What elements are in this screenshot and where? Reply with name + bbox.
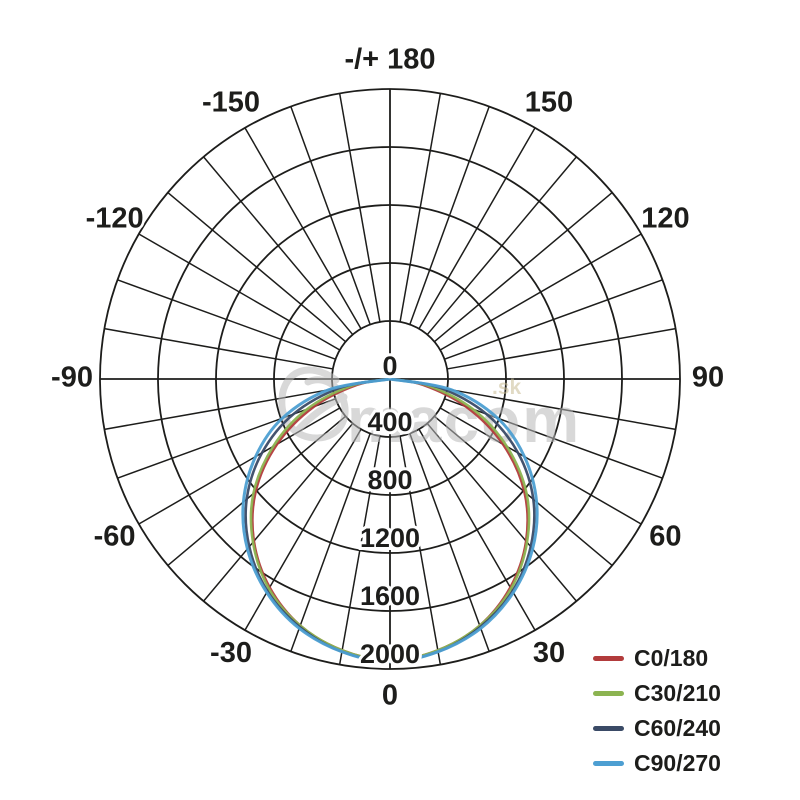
watermark-suffix: .sk xyxy=(492,376,522,399)
radial-tick-labels: 0 400 800 1200 1600 2000 xyxy=(357,348,423,672)
grid-spoke xyxy=(167,192,347,343)
grid-spoke xyxy=(444,279,663,360)
grid-spoke xyxy=(444,398,663,479)
radial-tick-label: 400 xyxy=(367,407,412,437)
grid-spoke xyxy=(426,156,577,336)
grid-spoke xyxy=(138,407,341,525)
legend-label: C30/210 xyxy=(634,680,721,706)
legend-item: C0/180 xyxy=(593,645,721,671)
legend-swatch-line xyxy=(593,761,624,766)
angle-tick-labels: -/+ 180 150 120 90 60 30 0 -30 -60 -90 -120 -150 xyxy=(49,41,727,714)
grid-spoke xyxy=(203,156,354,336)
grid-spoke xyxy=(138,233,341,351)
angle-tick-label: -/+ 180 xyxy=(344,44,435,76)
grid-spoke xyxy=(418,127,536,330)
grid-spoke xyxy=(117,398,336,479)
radial-tick-label: 1200 xyxy=(360,523,420,553)
legend-swatch-line xyxy=(593,691,624,696)
legend: C0/180 C30/210 C60/240 C90/270 xyxy=(593,645,721,786)
grid-spoke xyxy=(338,435,381,665)
grid-spoke xyxy=(433,192,613,343)
legend-swatch-line xyxy=(593,656,624,661)
curve-C90-270 xyxy=(241,377,539,664)
grid-spoke xyxy=(409,106,490,325)
legend-swatch-line xyxy=(593,726,624,731)
grid-spoke xyxy=(104,388,334,431)
legend-item: C60/240 xyxy=(593,715,721,741)
angle-tick-label: 30 xyxy=(533,637,565,669)
radial-tick-label: 1600 xyxy=(360,581,420,611)
distribution-curves xyxy=(241,377,539,664)
grid-spoke xyxy=(446,388,676,431)
grid-spoke xyxy=(290,106,371,325)
legend-label: C60/240 xyxy=(634,715,721,741)
radial-tick-label: 0 xyxy=(382,351,397,381)
angle-tick-label: -30 xyxy=(210,637,252,669)
angle-tick-label: 150 xyxy=(525,86,573,118)
legend-item: C90/270 xyxy=(593,750,721,776)
angle-tick-label: 0 xyxy=(382,680,398,712)
angle-tick-label: 90 xyxy=(692,362,724,394)
grid-spoke xyxy=(338,93,381,323)
grid-spoke xyxy=(244,127,362,330)
grid-spoke xyxy=(399,435,442,665)
legend-label: C0/180 xyxy=(634,645,709,671)
grid-spoke xyxy=(290,433,371,652)
angle-tick-label: -90 xyxy=(51,362,93,394)
radial-tick-label: 800 xyxy=(367,465,412,495)
angle-tick-label: 120 xyxy=(641,203,689,235)
polar-grid xyxy=(99,88,681,670)
grid-spoke xyxy=(439,407,642,525)
grid-spoke xyxy=(399,93,442,323)
angle-tick-label: 60 xyxy=(649,521,681,553)
grid-spoke xyxy=(203,422,354,602)
legend-label: C90/270 xyxy=(634,750,721,776)
legend-item: C30/210 xyxy=(593,680,721,706)
angle-tick-label: -120 xyxy=(86,203,144,235)
grid-spoke xyxy=(418,428,536,631)
grid-spoke xyxy=(244,428,362,631)
grid-spoke xyxy=(104,327,334,370)
angle-tick-label: -150 xyxy=(202,86,260,118)
radial-tick-label: 2000 xyxy=(360,639,420,669)
angle-tick-label: -60 xyxy=(94,521,136,553)
grid-spoke xyxy=(426,422,577,602)
grid-spoke xyxy=(439,233,642,351)
grid-spoke xyxy=(409,433,490,652)
grid-spoke xyxy=(446,327,676,370)
watermark: macom.sk xyxy=(278,366,579,456)
grid-spoke xyxy=(117,279,336,360)
